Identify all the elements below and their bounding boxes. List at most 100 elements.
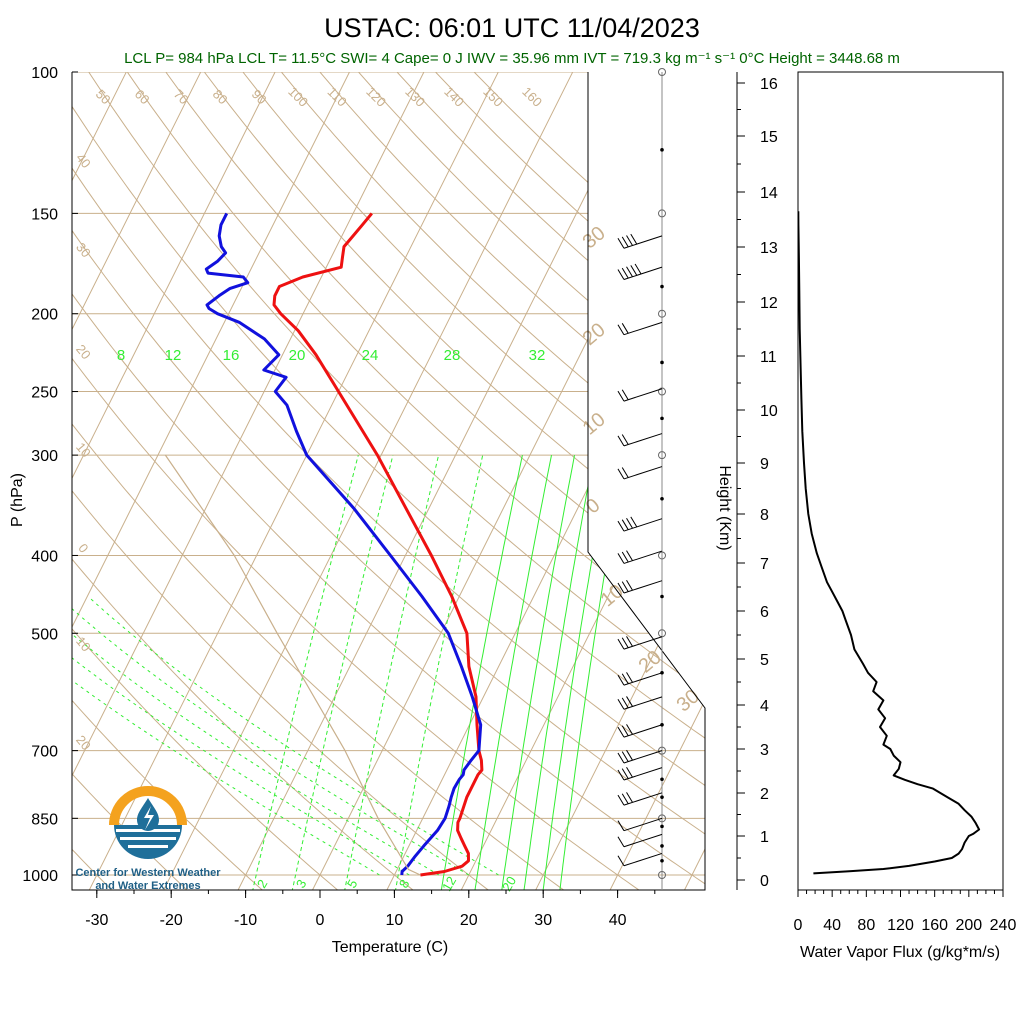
wind-level-circle [658,209,666,218]
wvf-axis-label: Water Vapor Flux (g/kg*m/s) [800,944,1000,961]
height-tick-label: 7 [760,556,769,573]
wind-level-dot [660,496,664,501]
wind-level-dot [660,148,664,152]
moist-adiabat-line [72,596,470,876]
pressure-axis-label: P (hPa) [9,473,26,527]
wind-barb-staff [623,833,663,848]
pressure-tick-label: 850 [31,811,58,828]
height-tick-label: 3 [760,742,769,759]
mixing-ratio-lower-label: 8 [396,877,413,891]
wind-level-dot [660,824,664,829]
wind-level-dot [660,416,664,421]
chart-title: USTAC: 06:01 UTC 11/04/2023 [324,13,700,43]
dry-adiabat-line [242,72,705,890]
mixing-ratio-upper-label: 12 [165,347,182,364]
mixing-ratio-line [501,455,575,890]
height-tick-label: 16 [760,76,778,93]
right-edge-label: 0 [582,494,605,518]
wind-barb [617,636,663,650]
wvf-clipped-series [798,211,981,875]
wind-barb-flag [621,673,629,685]
pressure-tick-label: 250 [31,385,58,402]
wvf-tick-label: 240 [990,917,1017,934]
parcel-profile-line [164,454,421,876]
isotherm-line [72,72,285,890]
moist-adiabat-line [72,596,440,876]
wind-barb-staff [623,466,663,480]
mixing-ratio-upper-label: 28 [444,347,461,364]
temperature-profile-line [272,212,484,877]
dry-adiabat-line [72,72,190,890]
dry-adiabat-line [72,72,705,890]
logo-orange-arc [109,786,187,826]
wind-level-dot [660,360,664,365]
wind-barb-flag [617,794,625,806]
dry-adiabat-line [396,72,705,890]
wind-barb-flag [621,467,629,478]
height-tick-label: 8 [760,507,769,524]
dry-adiabat-line [72,72,492,890]
dry-adiabat-line [72,72,705,890]
wind-level-circle [658,387,666,396]
wind-barb-flag [626,266,633,277]
dry-adiabat-line [165,72,705,890]
right-edge-label: 30 [579,222,610,253]
wind-barb-flag [630,265,638,276]
wind-barb-staff [623,672,663,686]
dry-adiabat-line [88,72,705,890]
temperature-tick-label: 0 [316,912,325,929]
wind-barb-flag [617,324,625,335]
wind-barb-flag [626,518,633,529]
height-tick-label: 0 [760,873,769,890]
wind-barb-flag [626,766,633,778]
mixing-ratio-upper-label: 8 [117,347,125,364]
mixing-ratio-line [474,455,552,890]
isotherm-top-label: 80 [210,86,231,107]
skew-t-panel: 50 60 70 80 90 100 110 120 130 140 150 160403020100… [9,54,1024,956]
wind-level-circle [658,814,666,823]
wind-barb-flag [621,751,629,762]
dry-adiabat-line [358,72,705,890]
wind-level-circle [658,746,666,755]
wind-barb-flag [617,820,625,831]
wind-barb-staff [623,235,663,249]
height-tick-label: 10 [760,403,778,420]
skew-t-background-lines [72,54,1024,892]
isotherm-line [534,72,705,890]
wind-barb-flag [626,749,633,761]
temperature-tick-label: -20 [160,912,183,929]
wind-level-dot [660,777,664,782]
isotherm-line [832,54,1024,892]
moist-adiabat-line [72,596,380,876]
wind-barb-flag [630,233,638,245]
wind-barb-column [617,68,666,890]
mixing-ratio-upper-label: 32 [529,347,546,364]
isotherm-line [907,54,1024,892]
isotherm-line [608,72,705,890]
temperature-tick-label: 10 [386,912,404,929]
wind-barb [617,792,663,806]
dry-adiabat-line [473,72,705,890]
wvf-series [798,211,981,875]
isotherm-line [72,72,359,890]
left-edge-label: 10 [73,634,94,655]
wind-barb-flag [617,269,625,280]
wind-barb [617,433,663,447]
skew-t-series [164,212,484,877]
dry-adiabat-line [72,72,416,890]
isotherm-line [87,72,508,890]
wind-barb-staff [623,580,663,594]
wind-barb [617,766,663,781]
isotherm-line [683,72,705,890]
dry-adiabat-line [203,72,705,890]
height-tick-label: 11 [760,349,777,366]
wind-barb-flag [621,725,629,736]
wind-level-dot [660,594,664,599]
wvf-tick-label: 80 [857,917,875,934]
isotherm-line [385,72,705,890]
dry-adiabat-line [72,72,265,890]
isotherm-top-label: 110 [325,84,350,109]
pressure-tick-label: 700 [31,744,58,761]
height-tick-label: 15 [760,129,778,146]
